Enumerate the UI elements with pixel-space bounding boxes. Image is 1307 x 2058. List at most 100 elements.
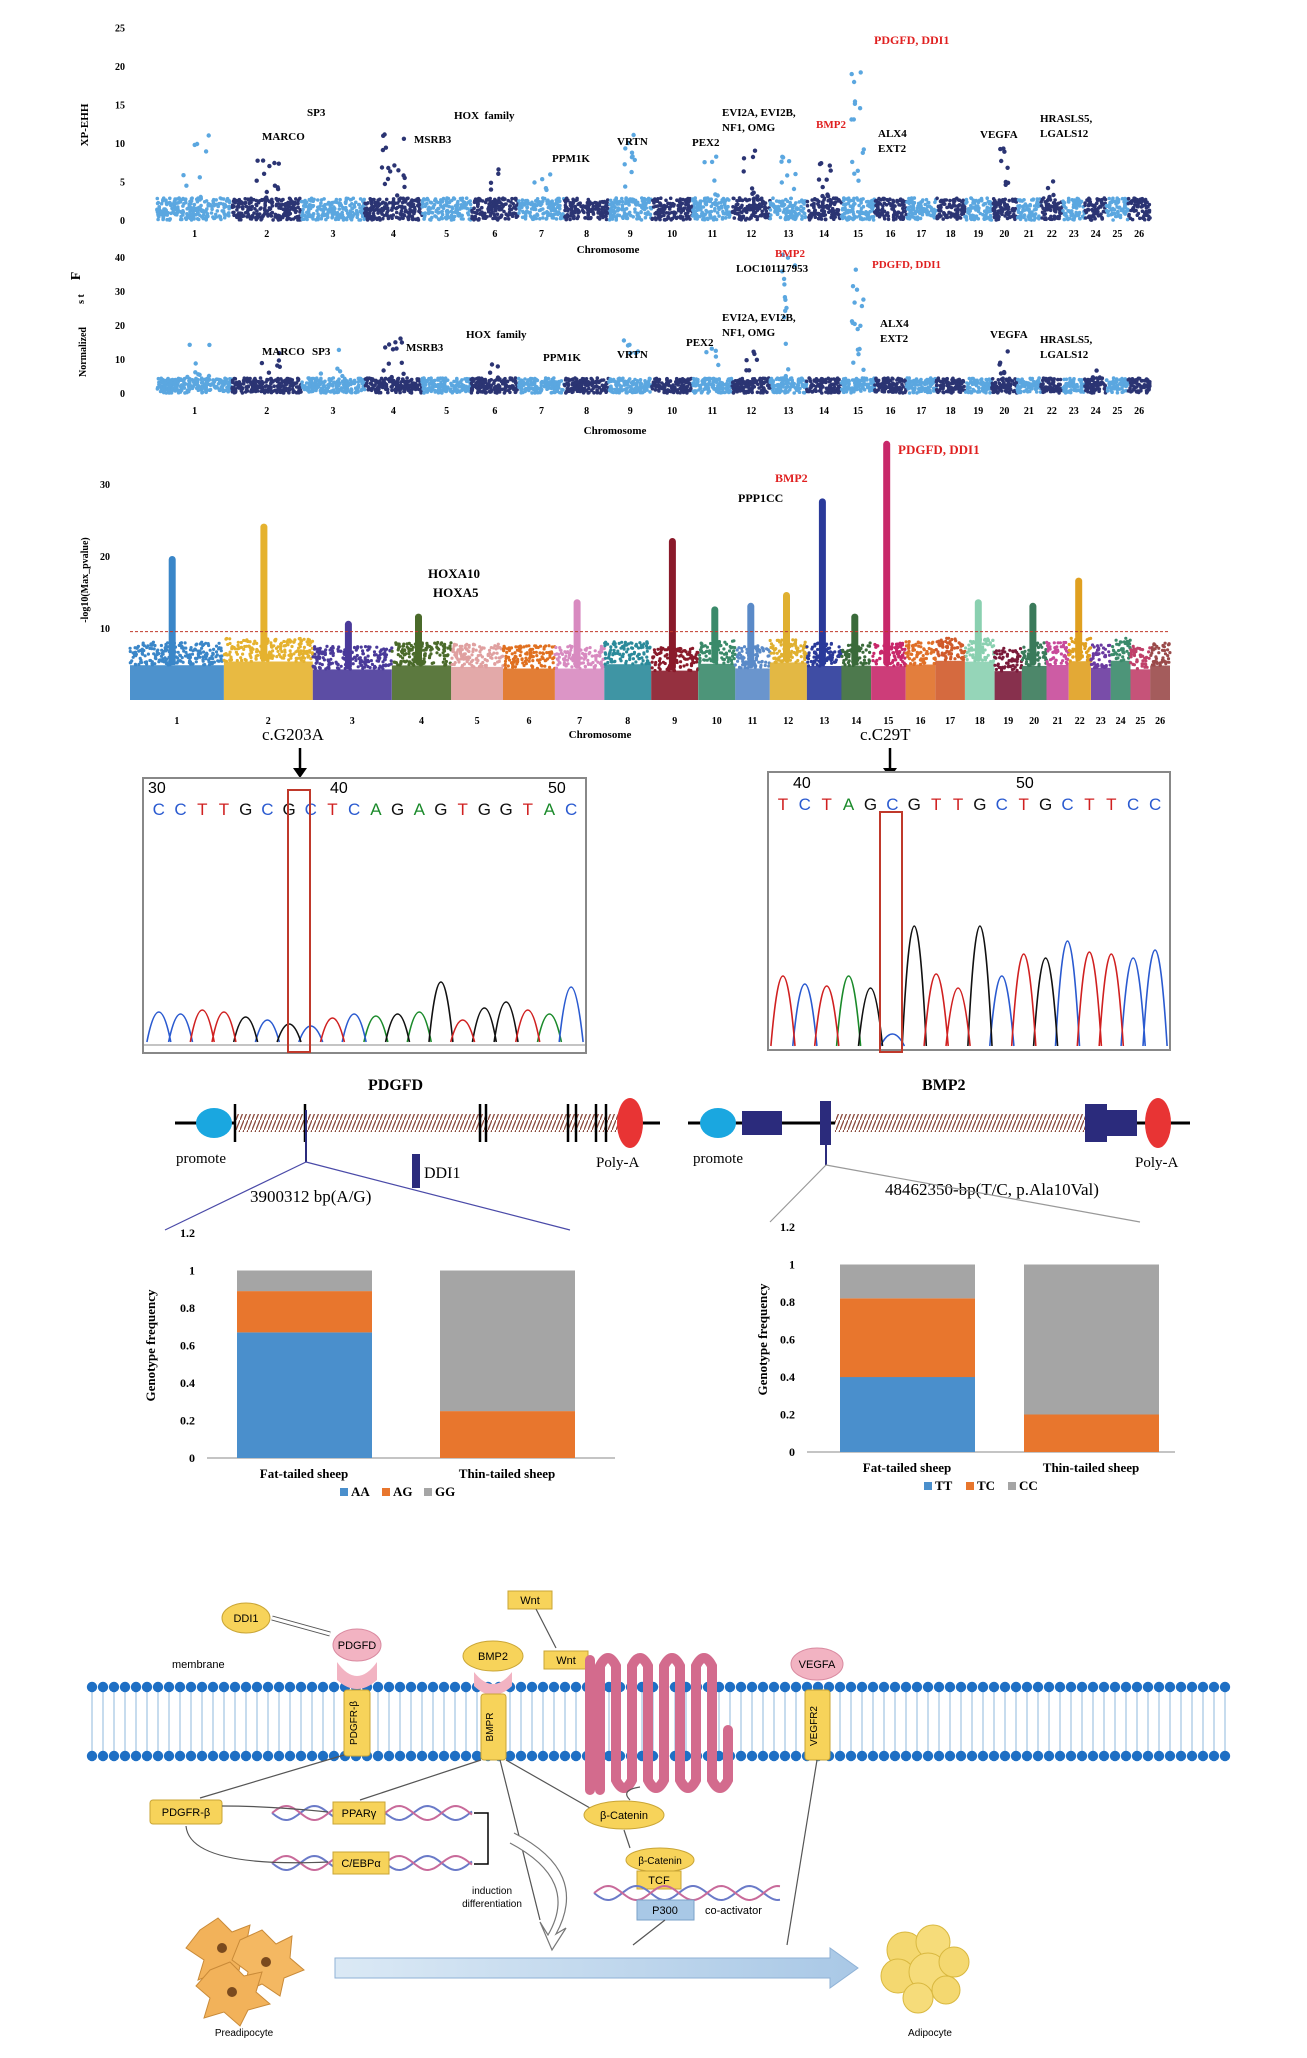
snp-point: [637, 203, 642, 208]
snp-point: [343, 201, 348, 205]
snp-point: [378, 218, 382, 222]
snp-point: [163, 381, 167, 385]
snp-point: [192, 216, 196, 220]
snp-point: [423, 211, 428, 215]
snp-point: [1053, 209, 1058, 214]
snp-point: [968, 216, 973, 221]
snp-point: [723, 216, 728, 220]
snp-point: [199, 385, 204, 389]
snp-point: [339, 212, 344, 216]
snp-point: [275, 388, 280, 392]
snp-point: [412, 205, 417, 210]
y-tick-label: 25: [115, 24, 125, 35]
snp-point-peak: [489, 362, 495, 367]
snp-point: [439, 198, 443, 202]
snp-point: [395, 380, 399, 384]
snp-point: [1121, 208, 1125, 213]
snp-point: [188, 206, 193, 210]
snp-point: [212, 216, 217, 220]
snp-point: [285, 217, 289, 222]
snp-point: [1108, 203, 1112, 208]
snp-point: [183, 216, 188, 220]
snp-point: [799, 208, 803, 213]
snp-point: [829, 201, 833, 206]
snp-point: [356, 383, 361, 388]
snp-point: [851, 202, 856, 207]
snp-point: [717, 201, 721, 205]
snp-point: [816, 216, 821, 221]
snp-point: [695, 201, 700, 205]
snp-point: [447, 204, 452, 209]
snp-point: [871, 218, 876, 222]
gene-label-vegfa-a: VEGFA: [980, 129, 1018, 141]
snp-point: [608, 384, 613, 389]
snp-point: [899, 216, 904, 220]
snp-point: [282, 384, 286, 389]
snp-point: [303, 202, 307, 206]
snp-point: [232, 213, 236, 218]
snp-point: [664, 198, 668, 203]
snp-point: [831, 196, 836, 200]
snp-point: [481, 384, 486, 389]
snp-point: [375, 386, 380, 390]
snp-point: [198, 205, 202, 209]
snp-point: [840, 216, 845, 221]
snp-point: [912, 196, 917, 200]
snp-point: [624, 206, 629, 211]
y-tick-label: 5: [120, 178, 125, 189]
snp-point: [489, 378, 494, 382]
snp-point: [898, 197, 903, 202]
snp-point-peak: [855, 168, 860, 173]
snp-point: [174, 207, 178, 212]
snp-point: [188, 209, 192, 214]
snp-point: [438, 203, 443, 208]
snp-point-peak: [395, 193, 400, 198]
snp-point: [237, 197, 242, 202]
snp-point: [981, 212, 985, 217]
snp-point: [182, 386, 187, 390]
snp-point: [232, 390, 237, 395]
snp-point: [597, 203, 602, 208]
snp-point: [488, 214, 493, 218]
snp-point: [944, 198, 949, 202]
snp-point: [575, 196, 579, 201]
snp-point: [529, 383, 534, 387]
snp-point: [421, 201, 425, 206]
snp-point: [859, 201, 863, 205]
snp-point: [539, 387, 544, 392]
snp-point: [222, 215, 227, 220]
snp-point: [862, 217, 867, 221]
snp-point-peak: [856, 178, 861, 183]
snp-point: [433, 214, 437, 218]
snp-point: [881, 196, 885, 201]
snp-point: [568, 217, 572, 222]
snp-point: [479, 376, 484, 381]
snp-point: [422, 217, 426, 221]
snp-point: [496, 200, 501, 205]
snp-point-peak: [785, 173, 790, 178]
snp-point-peak: [496, 171, 501, 176]
snp-point: [164, 198, 168, 202]
snp-point: [543, 376, 548, 380]
snp-point: [450, 198, 454, 203]
snp-point: [525, 205, 529, 210]
snp-point: [608, 388, 613, 392]
snp-point: [243, 378, 248, 382]
snp-point: [449, 209, 454, 214]
snp-point: [270, 200, 275, 204]
snp-point: [781, 204, 786, 208]
snp-point: [236, 201, 241, 206]
snp-point: [334, 197, 339, 202]
xpehh-xlabel: Chromosome: [577, 244, 640, 256]
snp-point: [967, 211, 971, 215]
snp-point: [336, 217, 341, 221]
snp-point: [222, 379, 226, 384]
snp-point: [427, 388, 432, 392]
snp-point: [971, 214, 976, 219]
snp-point: [503, 216, 508, 221]
snp-point: [367, 211, 372, 216]
snp-point-peak: [488, 180, 494, 185]
snp-point: [622, 211, 627, 215]
snp-point: [635, 201, 639, 206]
snp-point: [362, 211, 367, 215]
